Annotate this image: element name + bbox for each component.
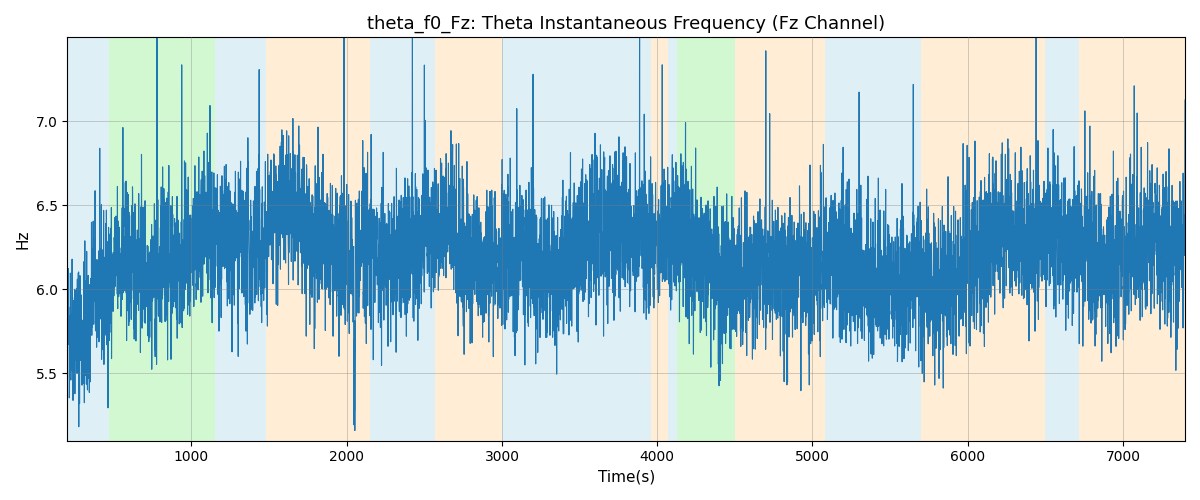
Bar [1045,38,1080,440]
Bar [650,38,668,440]
Title: theta_f0_Fz: Theta Instantaneous Frequency (Fz Channel): theta_f0_Fz: Theta Instantaneous Frequen… [367,15,886,34]
Bar [734,38,824,440]
Bar [668,38,677,440]
Bar [67,38,109,440]
Bar [677,38,734,440]
Bar [502,38,650,440]
Bar [436,38,502,440]
Bar [109,38,215,440]
Bar [922,38,1045,440]
X-axis label: Time(s): Time(s) [598,470,655,485]
Y-axis label: Hz: Hz [16,230,30,249]
Bar [1080,38,1184,440]
Bar [824,38,922,440]
Bar [370,38,436,440]
Bar [215,38,266,440]
Bar [266,38,370,440]
